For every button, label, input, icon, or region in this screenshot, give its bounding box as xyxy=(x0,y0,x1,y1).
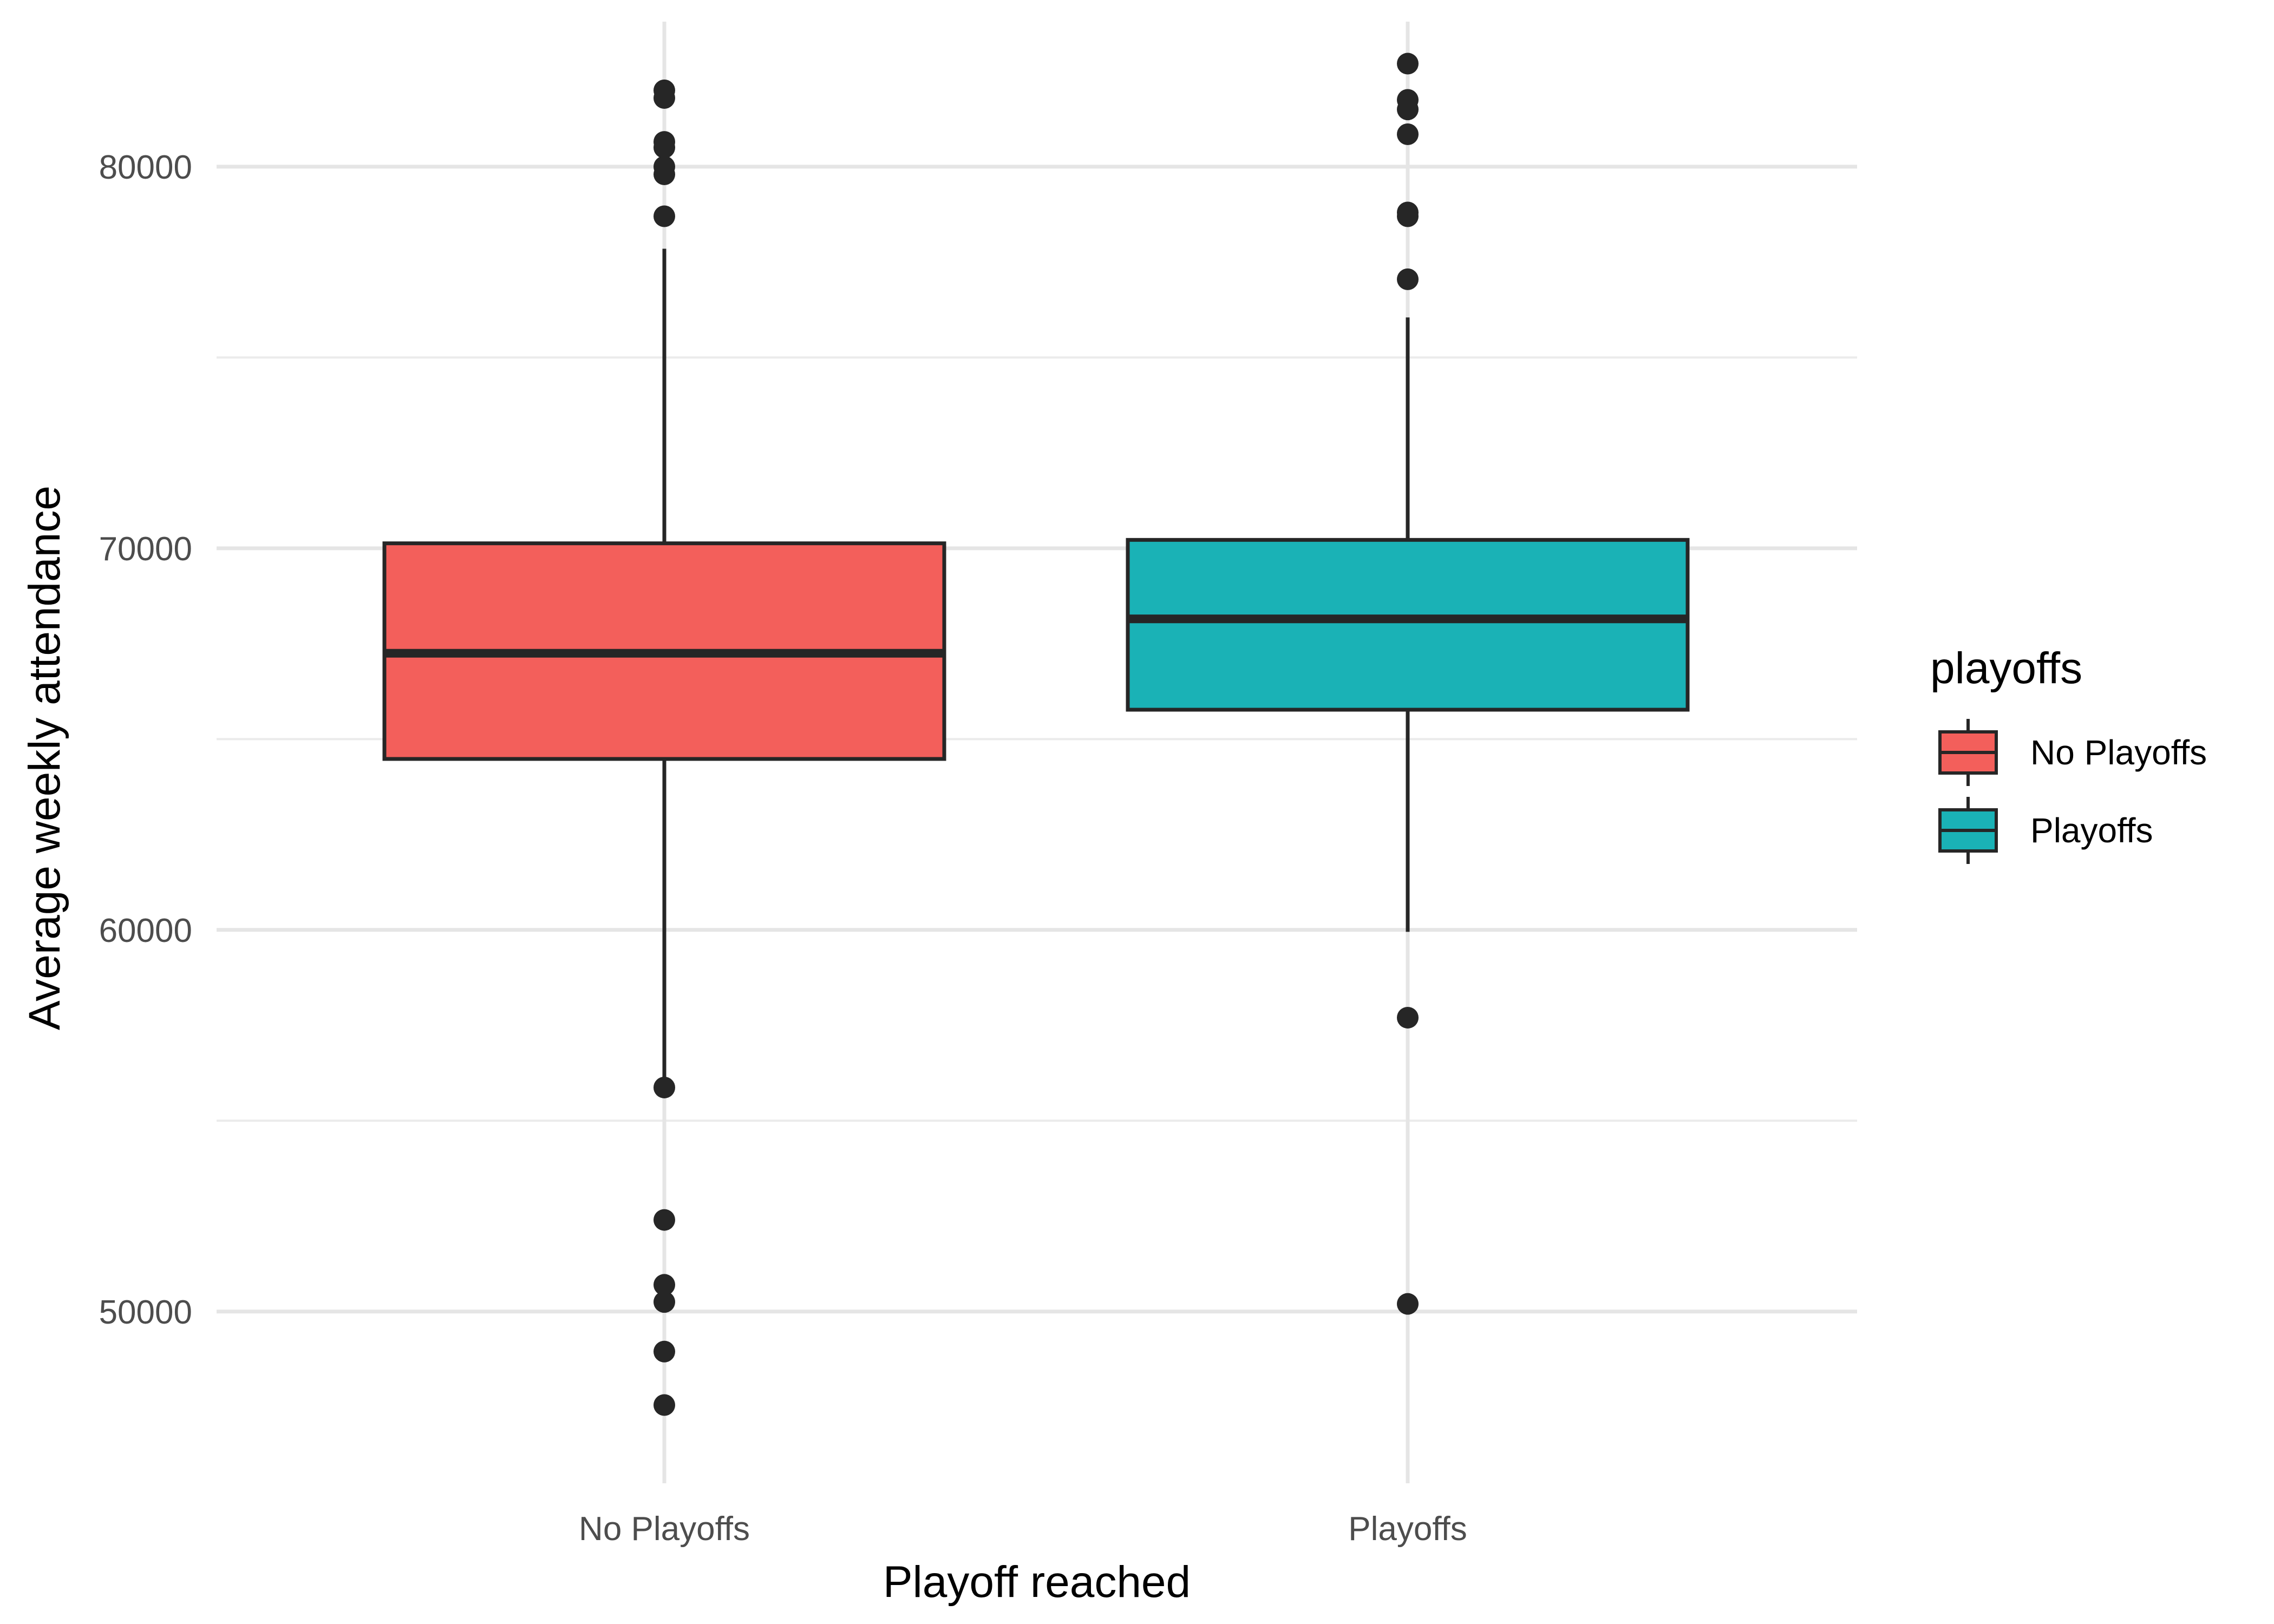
outlier-point xyxy=(1397,1006,1419,1029)
outlier-point xyxy=(1397,205,1419,227)
y-tick-label: 80000 xyxy=(99,149,192,186)
legend-key xyxy=(1938,797,1998,864)
outlier-point xyxy=(1397,123,1419,145)
outlier-point xyxy=(654,1291,675,1313)
outlier-point xyxy=(1397,53,1419,75)
y-tick-labels: 50000 60000 70000 80000 xyxy=(99,149,192,1331)
y-tick-label: 50000 xyxy=(99,1294,192,1331)
outlier-point xyxy=(654,1274,675,1296)
outlier-point xyxy=(1397,1293,1419,1315)
outlier-point xyxy=(1397,99,1419,121)
x-axis-title: Playoff reached xyxy=(883,1557,1191,1607)
outlier-point xyxy=(654,1340,675,1363)
legend-key xyxy=(1938,719,1998,786)
legend-label: No Playoffs xyxy=(2030,733,2207,772)
outlier-point xyxy=(654,1076,675,1098)
legend-title: playoffs xyxy=(1930,644,2082,693)
outlier-point xyxy=(654,136,675,159)
box-2 xyxy=(1126,53,1690,1315)
x-tick-label: No Playoffs xyxy=(579,1510,750,1548)
outlier-point xyxy=(654,205,675,227)
y-tick-label: 70000 xyxy=(99,531,192,568)
outlier-point xyxy=(654,1394,675,1416)
outlier-point xyxy=(1397,268,1419,290)
y-axis-title: Average weekly attendance xyxy=(20,486,69,1030)
legend-label: Playoffs xyxy=(2030,811,2153,850)
x-tick-labels: No Playoffs Playoffs xyxy=(579,1510,1467,1548)
boxes-layer xyxy=(382,53,1690,1416)
outlier-point xyxy=(654,163,675,185)
y-tick-label: 60000 xyxy=(99,912,192,949)
outlier-point xyxy=(654,1209,675,1231)
iqr-box xyxy=(1126,538,1690,712)
x-tick-label: Playoffs xyxy=(1348,1510,1467,1548)
box-1 xyxy=(382,79,946,1416)
outlier-point xyxy=(654,87,675,109)
legend: playoffs No Playoffs Playoffs xyxy=(1930,644,2207,864)
